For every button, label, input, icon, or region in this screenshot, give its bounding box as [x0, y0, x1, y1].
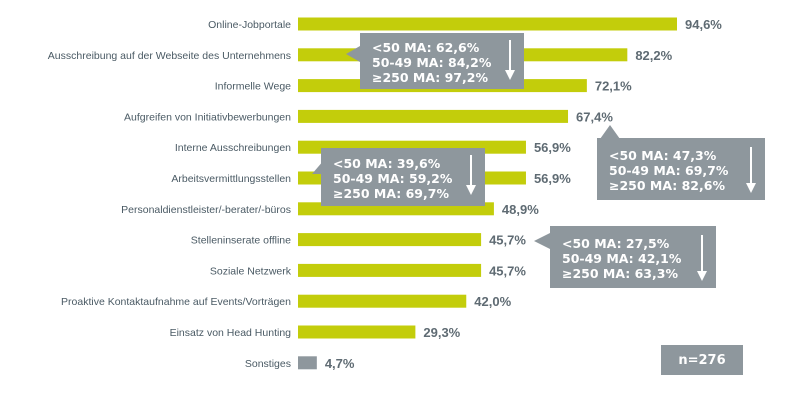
- callout-line: <50 MA: 62,6%: [372, 40, 480, 55]
- callout-line: ≥250 MA: 97,2%: [372, 70, 488, 85]
- value-label: 45,7%: [489, 263, 526, 278]
- category-label: Informelle Wege: [215, 81, 291, 93]
- bar: [298, 325, 416, 339]
- category-label: Proaktive Kontaktaufnahme auf Events/Vor…: [61, 296, 291, 308]
- callout-line: ≥250 MA: 63,3%: [562, 266, 678, 281]
- category-label: Interne Ausschreibungen: [175, 142, 291, 154]
- callout-line: 50-49 MA: 84,2%: [372, 55, 492, 70]
- arrow-down-icon: [505, 40, 515, 80]
- callout-website: <50 MA: 62,6% 50-49 MA: 84,2% ≥250 MA: 9…: [360, 33, 524, 89]
- arrow-down-icon: [697, 235, 707, 281]
- value-label: 29,3%: [423, 325, 460, 340]
- value-label: 56,9%: [534, 140, 571, 155]
- category-label: Sonstiges: [245, 358, 291, 370]
- value-label: 45,7%: [489, 233, 526, 248]
- arrow-down-icon: [466, 155, 476, 195]
- callout-line: ≥250 MA: 69,7%: [333, 186, 449, 201]
- callout-line: ≥250 MA: 82,6%: [609, 178, 725, 193]
- value-label: 42,0%: [474, 294, 511, 309]
- callout-tail: [534, 233, 550, 249]
- value-label: 4,7%: [325, 356, 355, 371]
- value-label: 82,2%: [635, 48, 672, 63]
- callout-line: 50-49 MA: 42,1%: [562, 251, 682, 266]
- value-label: 67,4%: [576, 109, 613, 124]
- bar: [298, 17, 677, 31]
- callout-tail: [600, 125, 620, 139]
- value-label: 48,9%: [502, 202, 539, 217]
- callout-line: <50 MA: 27,5%: [562, 236, 670, 251]
- category-label: Soziale Netzwerk: [210, 265, 292, 277]
- callout-initiativ: <50 MA: 47,3% 50-49 MA: 69,7% ≥250 MA: 8…: [597, 138, 765, 200]
- category-label: Arbeitsvermittlungsstellen: [171, 173, 291, 185]
- callout-line: 50-49 MA: 59,2%: [333, 171, 453, 186]
- bar: [298, 294, 467, 308]
- callout-tail: [346, 46, 360, 62]
- category-label: Aufgreifen von Initiativbewerbungen: [124, 111, 291, 123]
- category-label: Einsatz von Head Hunting: [170, 327, 292, 339]
- callout-line: <50 MA: 47,3%: [609, 148, 717, 163]
- value-label: 56,9%: [534, 171, 571, 186]
- value-label: 94,6%: [685, 17, 722, 32]
- callout-line: 50-49 MA: 69,7%: [609, 163, 729, 178]
- callout-line: <50 MA: 39,6%: [333, 156, 441, 171]
- value-label: 72,1%: [595, 79, 632, 94]
- category-label: Personaldienstleister/-berater/-büros: [121, 204, 291, 216]
- callout-stelleninserate: <50 MA: 27,5% 50-49 MA: 42,1% ≥250 MA: 6…: [550, 226, 716, 288]
- sample-size-badge: n=276: [661, 345, 743, 375]
- bar: [298, 356, 317, 370]
- category-label: Ausschreibung auf der Webseite des Unter…: [48, 50, 291, 62]
- category-label: Stelleninserate offline: [191, 235, 291, 247]
- arrow-down-icon: [746, 147, 756, 193]
- category-label: Online-Jobportale: [208, 19, 291, 31]
- bar: [298, 109, 569, 123]
- callout-arbeitsvermittlung: <50 MA: 39,6% 50-49 MA: 59,2% ≥250 MA: 6…: [321, 148, 485, 206]
- bar: [298, 233, 482, 247]
- bar: [298, 263, 482, 277]
